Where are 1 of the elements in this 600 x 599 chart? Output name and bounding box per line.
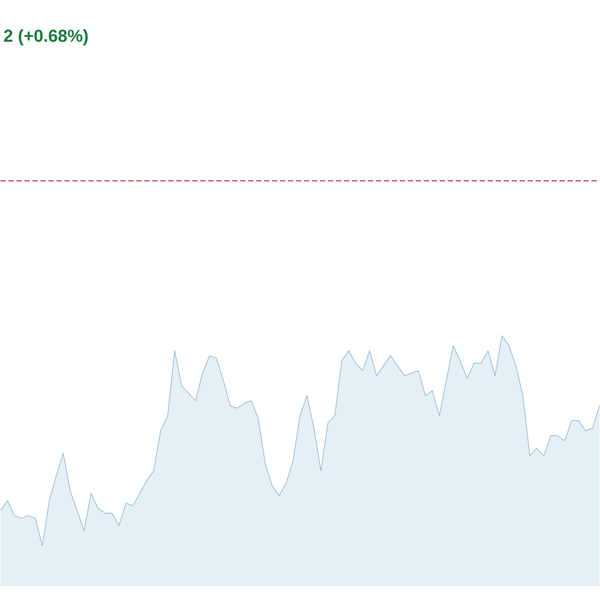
chart-title: 2 (+0.68%) [4, 29, 88, 46]
